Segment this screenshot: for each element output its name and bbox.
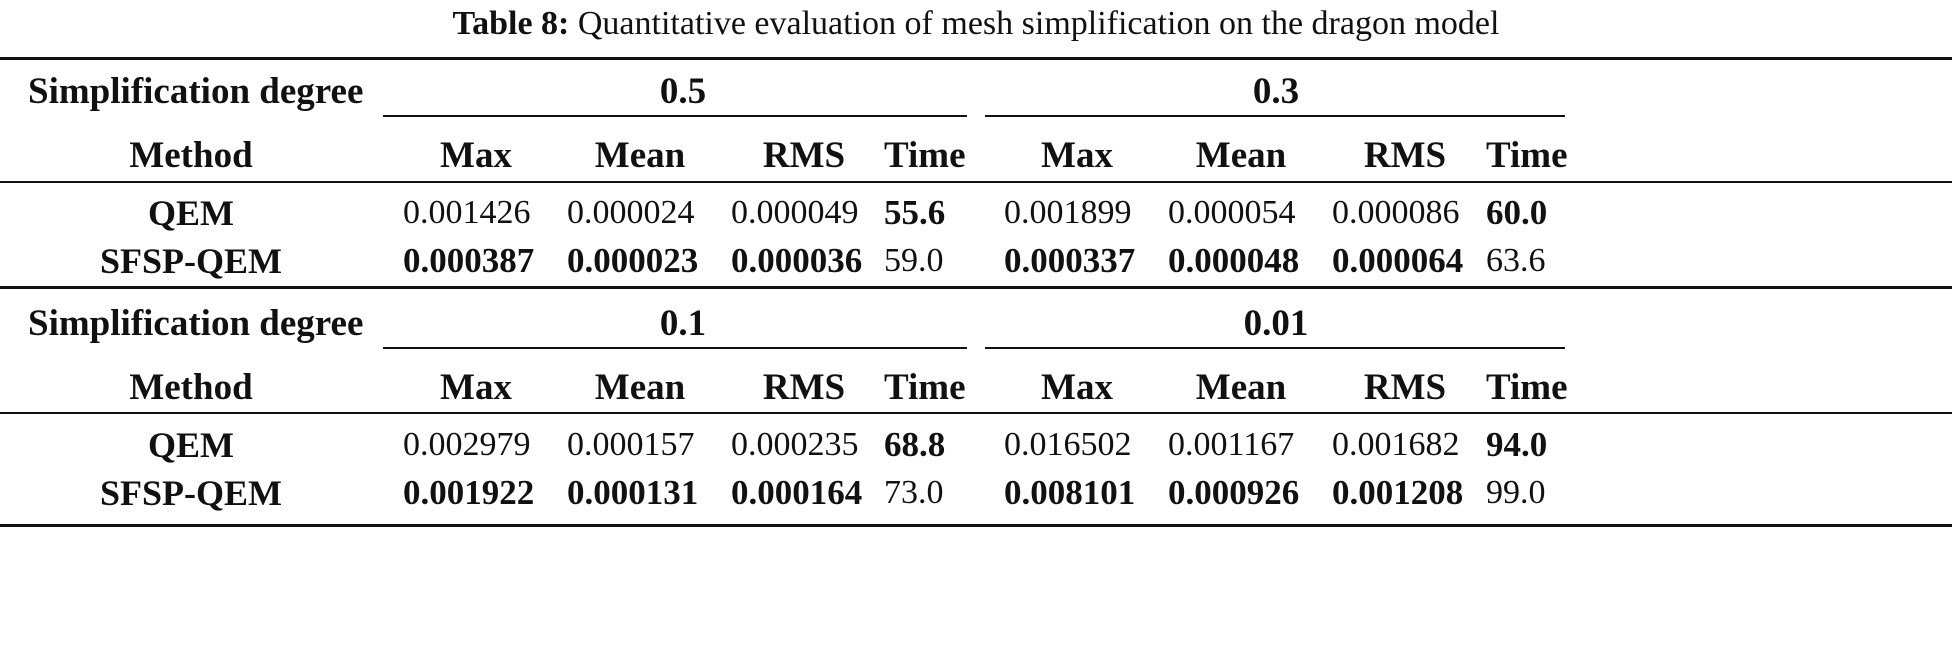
metric-header-mean: Mean [594,135,686,176]
header-rule [0,181,1952,183]
metric-header-max: Max [440,135,512,176]
table-cell: 0.000048 [1168,241,1300,280]
table-cell: 99.0 [1486,474,1546,511]
table-cell: 0.000023 [567,241,699,280]
table-cell: 73.0 [884,474,944,511]
table-cell: 0.000064 [1332,241,1464,280]
degree-underline-right [985,347,1565,349]
table-cell: 0.000337 [1004,241,1136,280]
table-cell: 0.001899 [1004,194,1132,231]
caption-text: Quantitative evaluation of mesh simplifi… [577,5,1500,42]
method-name: SFSP-QEM [99,241,282,281]
bottom-rule [0,524,1952,527]
degree-header: 0.3 [1252,71,1300,112]
table-cell: 55.6 [884,193,946,232]
degree-header: 0.5 [659,71,707,112]
table-cell: 0.000157 [567,426,695,463]
table-cell: 0.000036 [731,241,863,280]
degree-underline-left [383,347,967,349]
metric-header-mean: Mean [1195,367,1287,408]
table-cell: 68.8 [884,425,946,464]
table-cell: 0.000387 [403,241,535,280]
table-cell: 0.000049 [731,194,859,231]
simplification-degree-label: Simplification degree [28,71,364,112]
method-name: QEM [148,425,234,465]
method-name: QEM [148,193,234,233]
simplification-degree-label: Simplification degree [28,303,364,344]
metric-header-time: Time [1486,135,1568,176]
metric-header-time: Time [884,135,966,176]
degree-header: 0.1 [659,303,707,344]
table-cell: 59.0 [884,242,944,279]
method-name: SFSP-QEM [99,473,282,513]
metric-header-mean: Mean [1195,135,1287,176]
table-caption: Table 8: Quantitative evaluation of mesh… [0,4,1952,44]
metric-header-time: Time [1486,367,1568,408]
degree-underline-right [985,115,1565,117]
metric-header-rms: RMS [762,135,846,176]
metric-header-rms: RMS [1363,367,1447,408]
metric-header-mean: Mean [594,367,686,408]
metric-header-rms: RMS [1363,135,1447,176]
table-cell: 0.000086 [1332,194,1460,231]
metric-header-max: Max [1041,135,1113,176]
header-rule [0,412,1952,414]
table-cell: 0.001426 [403,194,531,231]
table-cell: 0.016502 [1004,426,1132,463]
method-header: Method [129,367,253,408]
metric-header-max: Max [440,367,512,408]
table-cell: 63.6 [1486,242,1546,279]
method-header: Method [129,135,253,176]
block-separator-rule [0,286,1952,289]
caption-label: Table 8: [452,5,570,42]
table-cell: 0.000054 [1168,194,1296,231]
table-cell: 0.000131 [567,473,699,512]
table-cell: 0.000024 [567,194,695,231]
metric-header-time: Time [884,367,966,408]
top-rule [0,57,1952,60]
table-cell: 94.0 [1486,425,1548,464]
table-cell: 0.001682 [1332,426,1460,463]
table-cell: 0.001208 [1332,473,1464,512]
table-cell: 60.0 [1486,193,1548,232]
degree-underline-left [383,115,967,117]
table-cell: 0.008101 [1004,473,1136,512]
table-cell: 0.001167 [1168,426,1295,463]
table-cell: 0.002979 [403,426,531,463]
table-cell: 0.000164 [731,473,863,512]
table-cell: 0.000926 [1168,473,1300,512]
table-cell: 0.000235 [731,426,859,463]
metric-header-max: Max [1041,367,1113,408]
degree-header: 0.01 [1243,303,1309,344]
table-cell: 0.001922 [403,473,535,512]
metric-header-rms: RMS [762,367,846,408]
